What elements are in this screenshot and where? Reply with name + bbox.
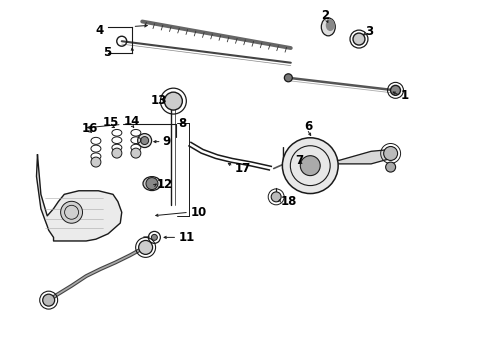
Ellipse shape <box>321 18 335 36</box>
Polygon shape <box>283 148 390 164</box>
Circle shape <box>146 177 158 190</box>
Circle shape <box>271 192 281 202</box>
Text: 11: 11 <box>179 231 195 244</box>
Text: 4: 4 <box>96 24 104 37</box>
Text: 14: 14 <box>124 116 140 129</box>
Circle shape <box>151 234 157 240</box>
Circle shape <box>138 134 151 148</box>
Ellipse shape <box>325 19 334 31</box>
Ellipse shape <box>142 177 161 190</box>
Text: 16: 16 <box>81 122 98 135</box>
Circle shape <box>352 33 364 45</box>
Text: 9: 9 <box>163 135 171 148</box>
Circle shape <box>131 148 141 158</box>
Circle shape <box>300 156 320 176</box>
Circle shape <box>390 85 400 95</box>
Circle shape <box>141 136 148 144</box>
Circle shape <box>42 294 55 306</box>
Circle shape <box>164 92 182 110</box>
Text: 15: 15 <box>102 116 119 129</box>
Text: 8: 8 <box>178 117 185 130</box>
Text: 5: 5 <box>103 46 111 59</box>
Circle shape <box>284 74 292 82</box>
Circle shape <box>112 148 122 158</box>
Text: 10: 10 <box>190 206 207 219</box>
Text: 18: 18 <box>281 195 297 208</box>
Text: 13: 13 <box>151 94 167 107</box>
Circle shape <box>383 147 397 161</box>
Text: 6: 6 <box>304 120 312 133</box>
Text: 12: 12 <box>157 178 173 191</box>
Text: 2: 2 <box>321 9 329 22</box>
Circle shape <box>61 201 82 223</box>
Text: 7: 7 <box>295 154 303 167</box>
Text: 17: 17 <box>234 162 250 175</box>
Text: 3: 3 <box>365 25 373 38</box>
Text: 1: 1 <box>400 89 407 102</box>
Polygon shape <box>37 155 122 241</box>
Circle shape <box>385 162 395 172</box>
Circle shape <box>91 157 101 167</box>
Circle shape <box>282 138 338 194</box>
Circle shape <box>139 240 152 255</box>
